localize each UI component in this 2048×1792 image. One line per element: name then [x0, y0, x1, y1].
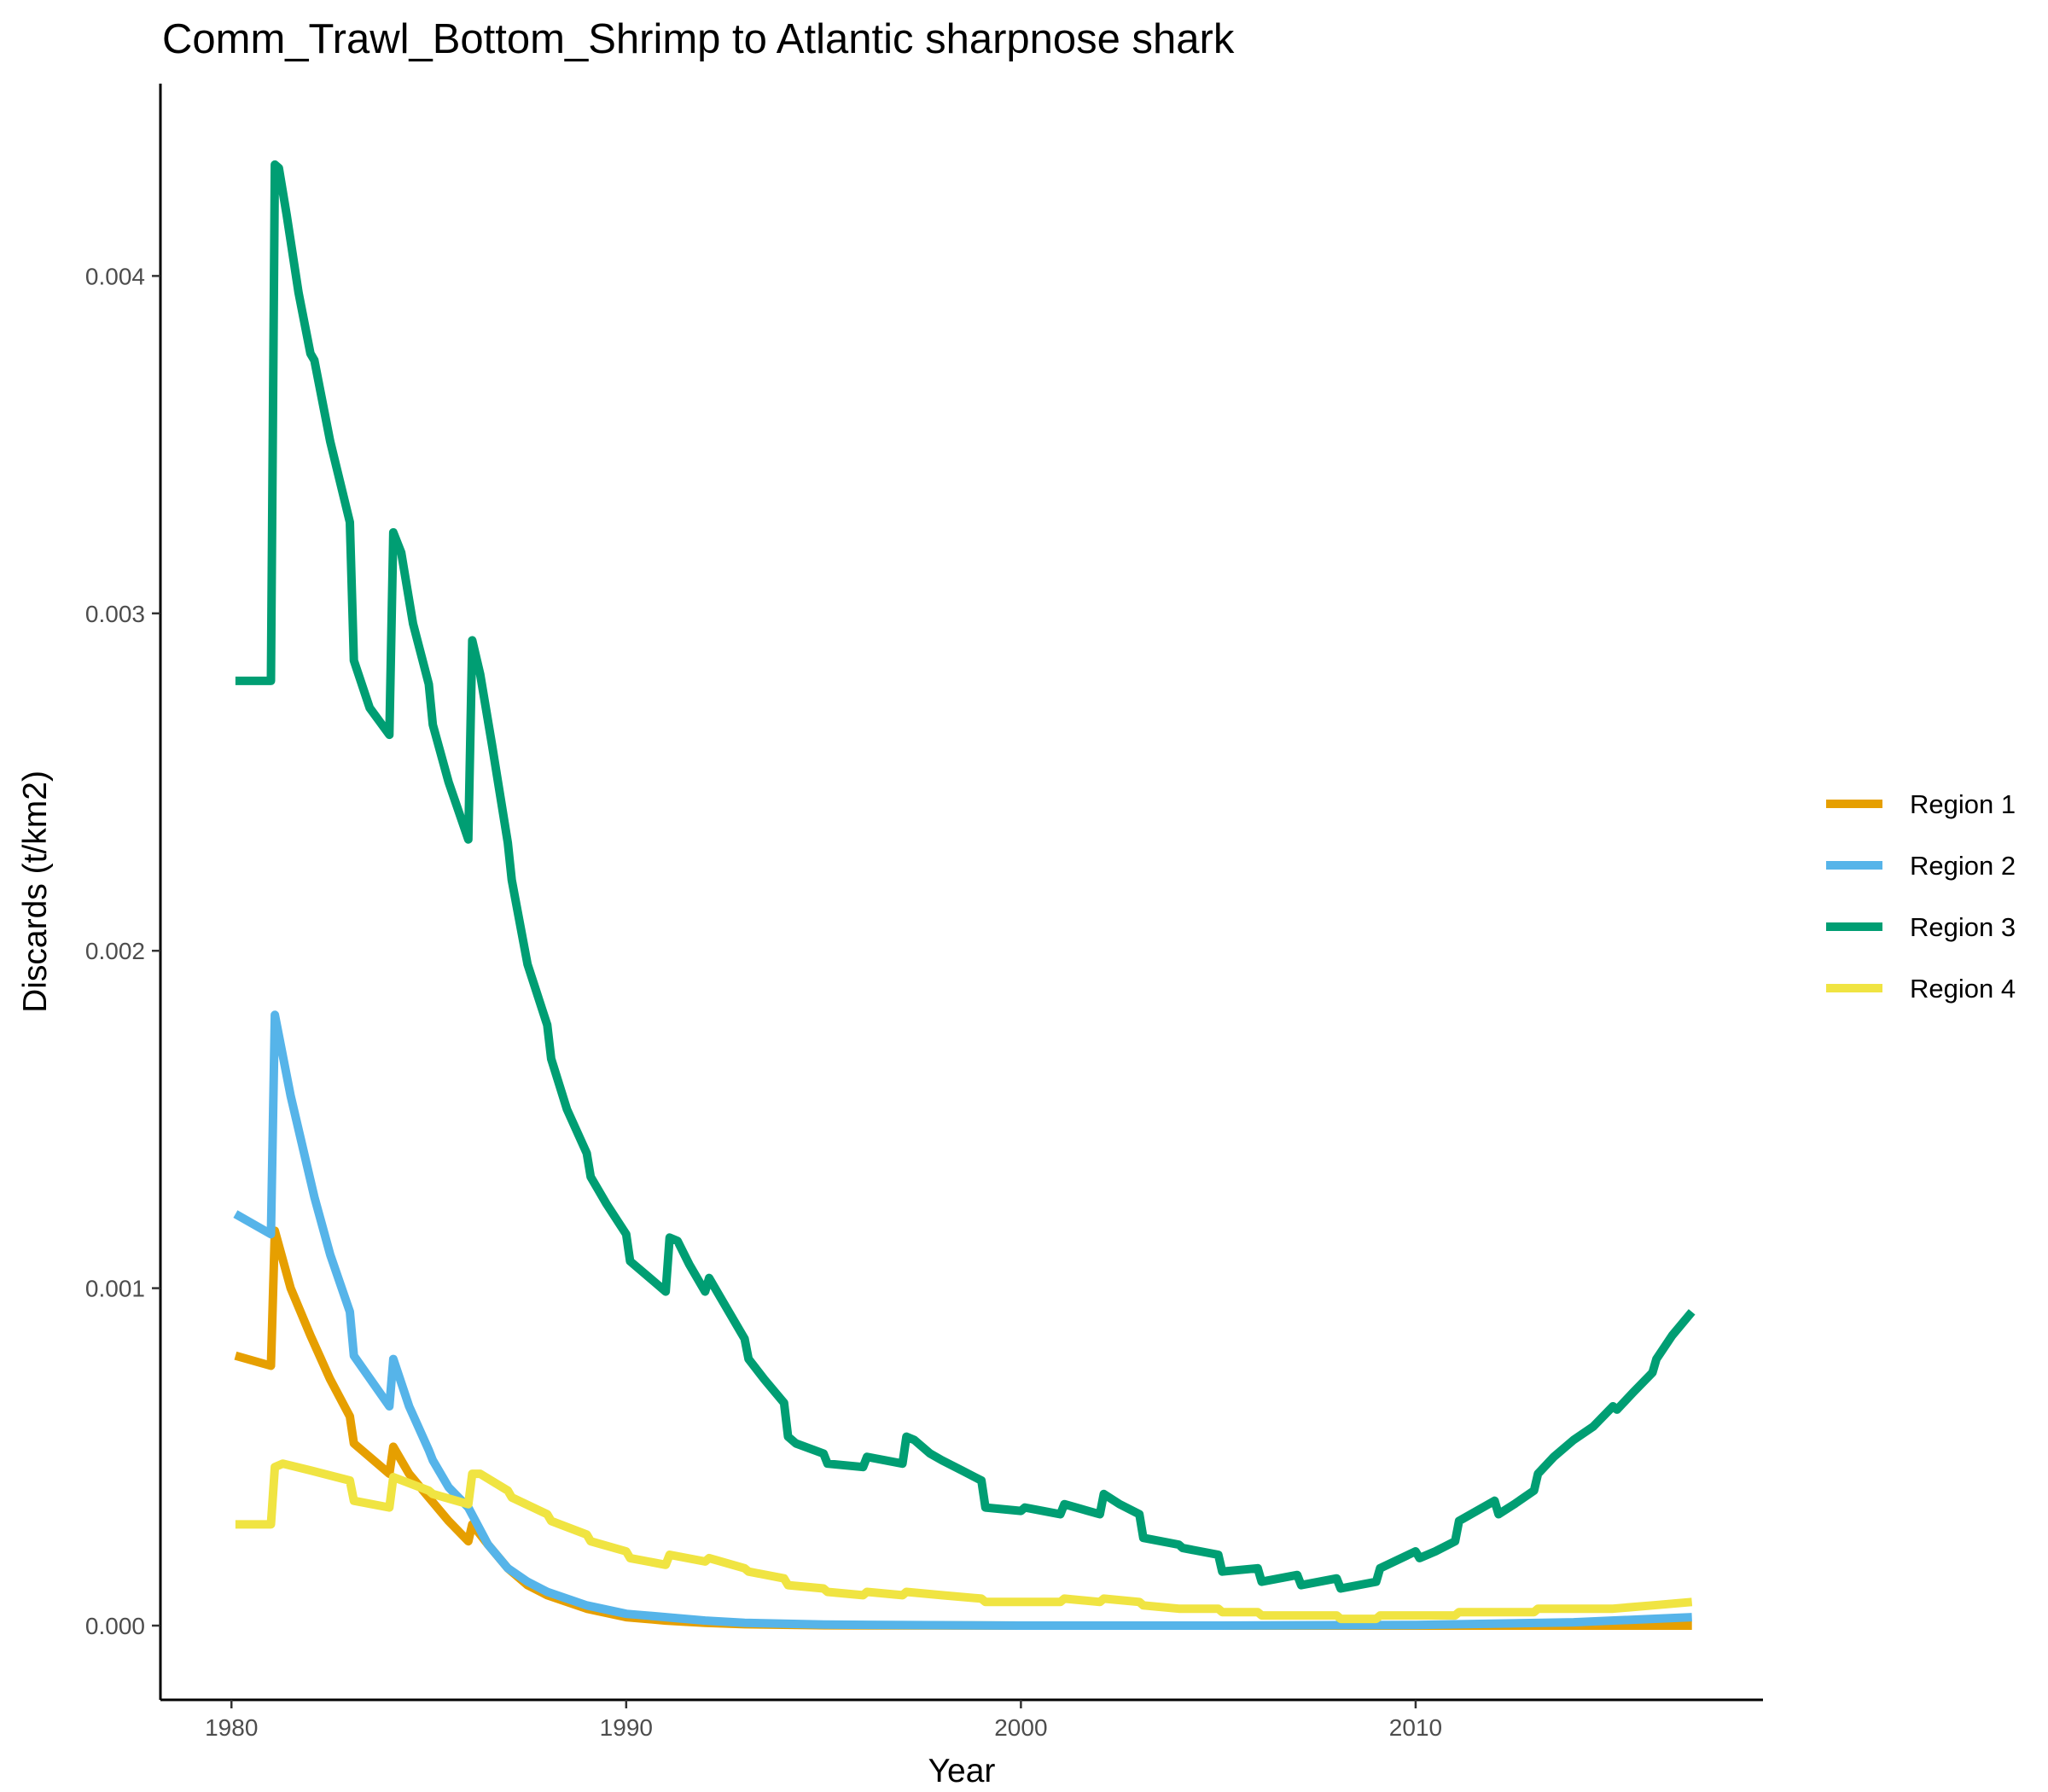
legend: Region 1 Region 2 Region 3 Region 4 [1826, 789, 2016, 1004]
legend-item-region-4: Region 4 [1826, 974, 2016, 1004]
series-line-region-3 [235, 160, 1696, 1593]
x-tick-label: 2000 [994, 1714, 1047, 1741]
y-tick-label: 0.002 [85, 938, 145, 964]
y-tick-label: 0.001 [85, 1276, 145, 1302]
legend-label: Region 3 [1910, 912, 2016, 942]
series-line-region-2 [233, 1010, 1692, 1630]
y-axis-title: Discards (t/km2) [17, 771, 54, 1013]
legend-item-region-3: Region 3 [1826, 912, 2016, 942]
x-tick-label: 1990 [600, 1714, 653, 1741]
series-line-region-4 [235, 1459, 1693, 1624]
x-tick-label: 2010 [1389, 1714, 1442, 1741]
x-axis-title: Year [928, 1753, 996, 1789]
y-tick-label: 0.000 [85, 1613, 145, 1639]
legend-label: Region 1 [1910, 789, 2016, 819]
x-tick-label: 1980 [205, 1714, 258, 1741]
legend-item-region-1: Region 1 [1826, 789, 2016, 819]
series-line-region-1 [234, 1226, 1692, 1630]
y-tick-label: 0.004 [85, 263, 145, 289]
series-layer [233, 160, 1696, 1630]
legend-label: Region 4 [1910, 974, 2016, 1004]
legend-label: Region 2 [1910, 851, 2016, 881]
legend-item-region-2: Region 2 [1826, 851, 2016, 881]
x-axis-ticks: 1980 1990 2000 2010 [205, 1700, 1442, 1741]
y-axis-ticks: 0.000 0.001 0.002 0.003 0.004 [85, 263, 160, 1639]
y-tick-label: 0.003 [85, 601, 145, 627]
chart-title: Comm_Trawl_Bottom_Shrimp to Atlantic sha… [162, 16, 1235, 62]
